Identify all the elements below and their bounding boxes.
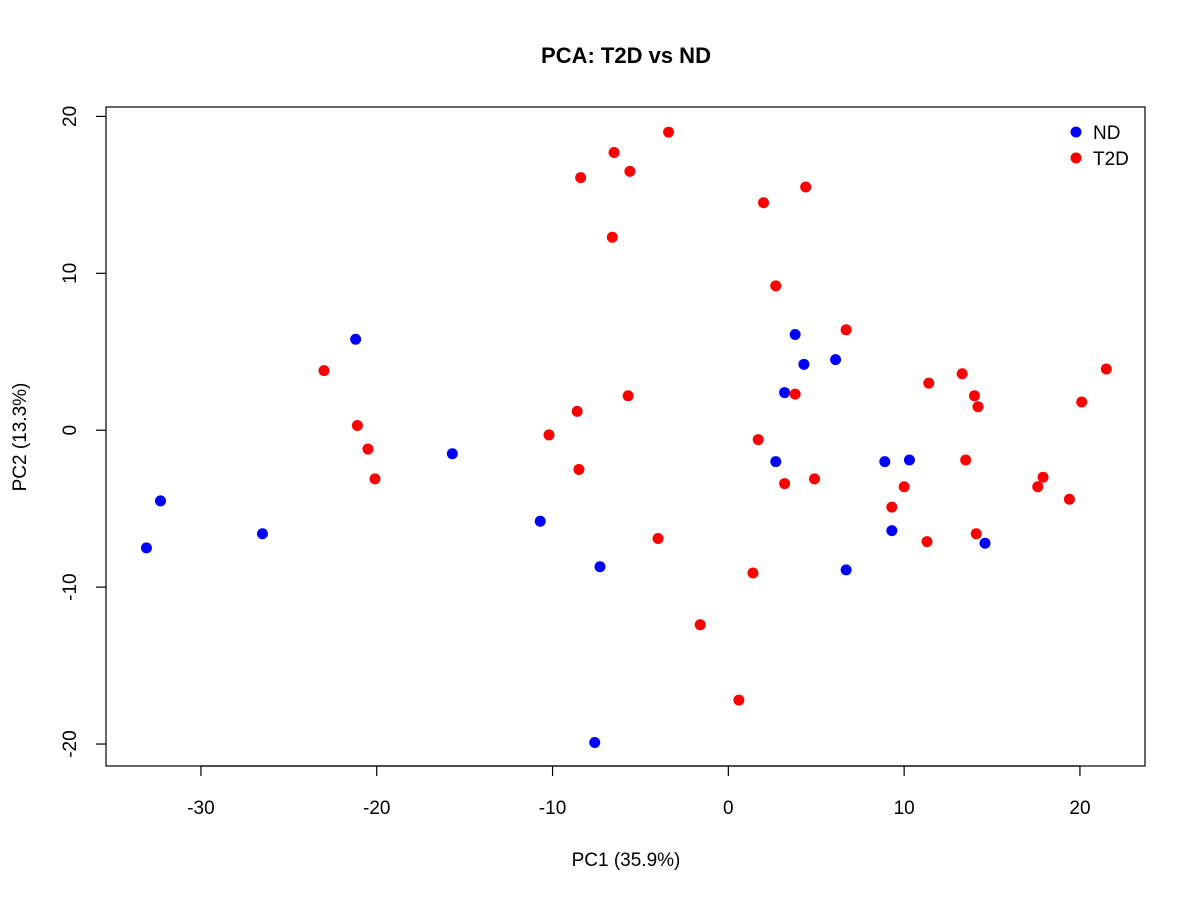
point-nd: [798, 358, 810, 370]
point-t2d: [369, 473, 381, 485]
point-t2d: [575, 172, 587, 184]
x-tick-label: -30: [187, 798, 214, 819]
point-t2d: [921, 536, 933, 548]
point-t2d: [968, 390, 980, 402]
point-nd: [534, 515, 546, 527]
point-t2d: [573, 463, 585, 475]
point-t2d: [808, 473, 820, 485]
point-t2d: [779, 478, 791, 490]
point-t2d: [770, 280, 782, 292]
x-axis-label: PC1 (35.9%): [572, 850, 681, 871]
point-t2d: [972, 401, 984, 413]
point-t2d: [351, 420, 363, 432]
x-tick-label: 0: [723, 798, 734, 819]
point-t2d: [840, 324, 852, 336]
y-axis-label: PC2 (13.3%): [10, 383, 31, 492]
y-tick-label: -20: [60, 730, 81, 757]
legend-marker-t2d: [1070, 152, 1082, 164]
x-axis: -30 -20 -10 0 10 20: [187, 765, 1091, 819]
point-nd: [154, 495, 166, 507]
y-tick-label: 0: [60, 425, 81, 436]
x-tick-label: -20: [363, 798, 390, 819]
point-nd: [446, 448, 458, 460]
plot-frame: [105, 106, 1146, 767]
point-t2d: [362, 443, 374, 455]
point-t2d: [1032, 481, 1044, 493]
point-t2d: [733, 694, 745, 706]
legend: ND T2D: [1070, 123, 1129, 170]
point-t2d: [789, 388, 801, 400]
point-t2d: [1063, 493, 1075, 505]
point-nd: [350, 333, 362, 345]
point-nd: [770, 456, 782, 468]
legend-label-nd: ND: [1093, 123, 1120, 144]
point-t2d: [898, 481, 910, 493]
point-nd: [879, 456, 891, 468]
y-tick-label: -10: [60, 573, 81, 600]
point-t2d: [318, 365, 330, 377]
point-t2d: [694, 619, 706, 631]
point-t2d: [663, 126, 675, 138]
point-nd: [256, 528, 268, 540]
point-t2d: [886, 501, 898, 513]
point-t2d: [652, 532, 664, 544]
point-t2d: [1076, 396, 1088, 408]
point-nd: [830, 354, 842, 366]
point-t2d: [608, 147, 620, 159]
point-nd: [979, 537, 991, 549]
point-t2d: [571, 405, 583, 417]
point-nd: [594, 561, 606, 573]
point-nd: [789, 329, 801, 341]
point-t2d: [1037, 471, 1049, 483]
y-tick-label: 20: [60, 106, 81, 127]
x-tick-label: 20: [1069, 798, 1090, 819]
legend-marker-nd: [1070, 126, 1082, 138]
point-nd: [903, 454, 915, 466]
point-t2d: [800, 181, 812, 193]
point-nd: [779, 387, 791, 399]
point-t2d: [747, 567, 759, 579]
point-nd: [589, 736, 601, 748]
point-t2d: [956, 368, 968, 380]
point-t2d: [624, 165, 636, 177]
y-axis: -20 -10 0 10 20: [60, 106, 106, 758]
point-nd: [886, 525, 898, 537]
y-tick-label: 10: [60, 263, 81, 284]
point-t2d: [622, 390, 634, 402]
point-nd: [140, 542, 152, 554]
x-tick-label: -10: [539, 798, 566, 819]
point-nd: [840, 564, 852, 576]
point-t2d: [960, 454, 972, 466]
legend-label-t2d: T2D: [1093, 149, 1129, 170]
data-points: [140, 126, 1112, 748]
point-t2d: [606, 231, 618, 243]
point-t2d: [923, 377, 935, 389]
point-t2d: [758, 197, 770, 209]
point-t2d: [970, 528, 982, 540]
point-t2d: [752, 434, 764, 446]
point-t2d: [1100, 363, 1112, 375]
chart-title: PCA: T2D vs ND: [541, 43, 711, 68]
x-tick-label: 10: [894, 798, 915, 819]
point-t2d: [543, 429, 555, 441]
